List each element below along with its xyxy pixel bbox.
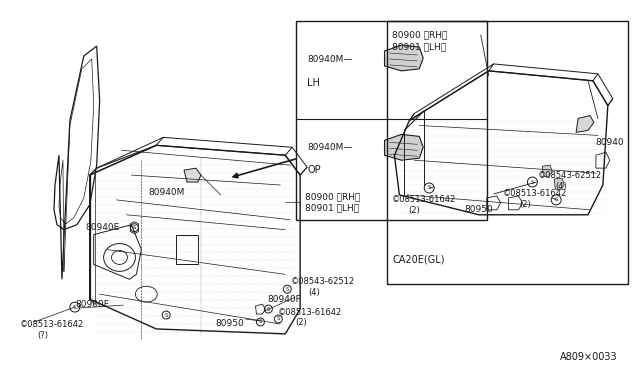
- Text: LH: LH: [307, 78, 320, 88]
- Polygon shape: [542, 165, 552, 177]
- Text: 80950: 80950: [216, 320, 244, 328]
- Text: 80901 〈LH〉: 80901 〈LH〉: [392, 42, 447, 52]
- Text: 80901 〈LH〉: 80901 〈LH〉: [305, 203, 359, 212]
- Text: S: S: [285, 287, 289, 292]
- Polygon shape: [576, 116, 594, 132]
- Text: 80940: 80940: [595, 138, 623, 147]
- Text: S: S: [164, 312, 168, 318]
- Text: ©08513-61642: ©08513-61642: [278, 308, 342, 317]
- Text: S: S: [267, 307, 270, 312]
- Text: 80900 〈RH〉: 80900 〈RH〉: [305, 192, 360, 201]
- Text: (2): (2): [520, 201, 531, 209]
- Polygon shape: [385, 134, 423, 160]
- Text: S: S: [132, 225, 136, 230]
- Text: S: S: [276, 317, 280, 321]
- Text: S: S: [531, 180, 534, 185]
- Text: S: S: [259, 320, 262, 324]
- Text: 80950: 80950: [464, 205, 493, 214]
- Text: ©08543-62512: ©08543-62512: [291, 277, 355, 286]
- Text: 80940F: 80940F: [268, 295, 301, 304]
- Text: 80940M: 80940M: [148, 189, 185, 198]
- Text: ©08513-61642: ©08513-61642: [392, 195, 456, 204]
- Text: (?): (?): [37, 331, 48, 340]
- Text: CA20E(GL): CA20E(GL): [392, 254, 445, 264]
- Text: ©08543-62512: ©08543-62512: [538, 171, 602, 180]
- Text: 80900 〈RH〉: 80900 〈RH〉: [392, 31, 448, 40]
- Polygon shape: [184, 168, 201, 182]
- Text: S: S: [428, 186, 431, 190]
- Text: ©08513-61642: ©08513-61642: [502, 189, 567, 198]
- Text: S: S: [73, 305, 77, 310]
- Text: OP: OP: [307, 165, 321, 175]
- Text: (2): (2): [295, 318, 307, 327]
- Text: A809×0033: A809×0033: [560, 352, 618, 362]
- Polygon shape: [554, 178, 564, 190]
- Text: 80940M—: 80940M—: [307, 143, 353, 152]
- Text: 80940M—: 80940M—: [307, 55, 353, 64]
- Text: (4): (4): [308, 288, 320, 297]
- Text: 80940E: 80940E: [86, 223, 120, 232]
- Text: (4): (4): [556, 182, 567, 190]
- Text: (2): (2): [408, 206, 420, 215]
- Text: ©08513-61642: ©08513-61642: [20, 320, 84, 330]
- Text: 80900F: 80900F: [76, 299, 109, 309]
- Text: S: S: [554, 198, 558, 202]
- Polygon shape: [385, 45, 423, 71]
